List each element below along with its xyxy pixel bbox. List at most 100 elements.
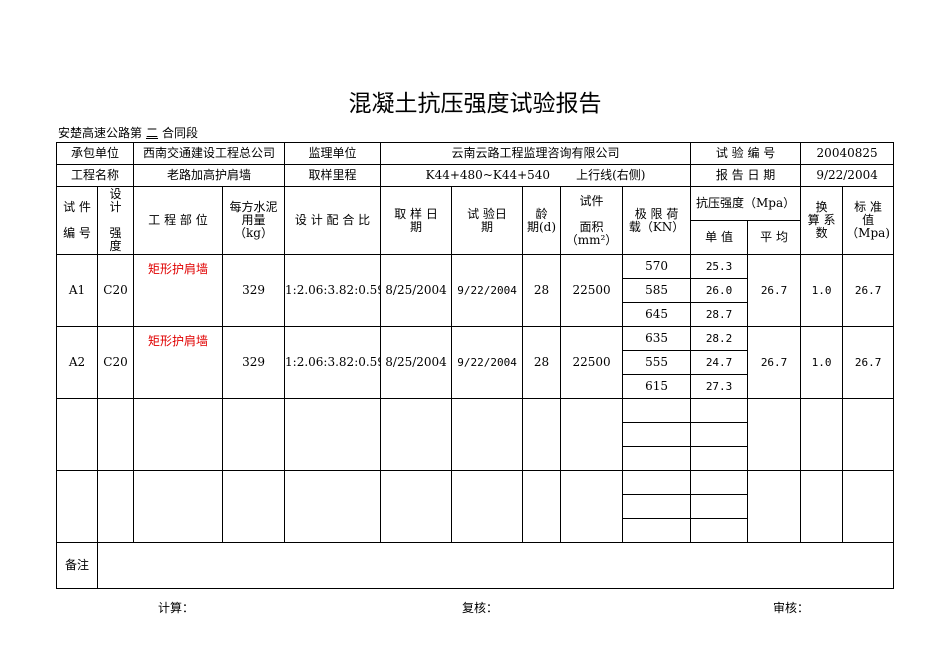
mileage: K44+480~K44+540 xyxy=(425,168,551,182)
single-strength: 28.2 xyxy=(690,326,749,351)
single-strength: 27.3 xyxy=(690,374,749,399)
design-grade: C20 xyxy=(96,326,135,399)
mix-ratio: 1:2.06:3.82:0.59 xyxy=(284,254,382,327)
ultimate-load xyxy=(622,518,692,543)
location xyxy=(133,398,224,471)
specimen-id: A1 xyxy=(56,254,98,327)
sample-date: 8/25/2004 xyxy=(380,326,453,399)
header-avg: 平 均 xyxy=(747,220,802,255)
mileage-cell: K44+480~K44+540 上行线(右侧) xyxy=(380,164,692,187)
header-load: 极 限 荷 载（KN） xyxy=(622,186,692,255)
header-area: 试件 面积 （mm²） xyxy=(560,186,624,255)
report-table: 承包单位 西南交通建设工程总公司 监理单位 云南云路工程监理咨询有限公司 试 验… xyxy=(55,142,895,589)
area: 22500 xyxy=(560,254,624,327)
supervisor: 云南云路工程监理咨询有限公司 xyxy=(380,142,692,165)
location xyxy=(133,470,224,543)
header-sample-date: 取 样 日 期 xyxy=(380,186,453,255)
remarks-label: 备注 xyxy=(56,542,98,589)
age: 28 xyxy=(522,254,562,327)
single-strength: 24.7 xyxy=(690,350,749,375)
mix-ratio: 1:2.06:3.82:0.59 xyxy=(284,326,382,399)
header-standard: 标 准 值 （Mpa) xyxy=(842,186,895,255)
specimen-id: A2 xyxy=(56,326,98,399)
table-row xyxy=(57,518,894,543)
standard-value xyxy=(842,470,895,543)
table-row: 585 26.0 xyxy=(57,278,894,303)
design-grade: C20 xyxy=(96,254,135,327)
specimen-id xyxy=(56,398,98,471)
header-design-strength: 设 计 强 度 xyxy=(96,186,135,255)
mix-ratio xyxy=(284,470,382,543)
ultimate-load xyxy=(622,422,692,447)
ultimate-load: 555 xyxy=(622,350,692,375)
age: 28 xyxy=(522,326,562,399)
avg-strength: 26.7 xyxy=(747,326,802,399)
table-row: A1 C20 矩形护肩墙 329 1:2.06:3.82:0.59 8/25/2004 9/… xyxy=(56,254,895,327)
single-strength xyxy=(690,446,749,471)
header-test-date: 试 验日 期 xyxy=(451,186,524,255)
table-row xyxy=(56,470,895,543)
footer-audit: 审核： xyxy=(773,601,810,615)
header-single: 单 值 xyxy=(690,220,749,255)
ultimate-load xyxy=(622,446,692,471)
ultimate-load: 570 xyxy=(622,254,692,279)
single-strength xyxy=(690,422,749,447)
test-date xyxy=(451,470,524,543)
single-strength: 25.3 xyxy=(690,254,749,279)
side: 上行线(右侧) xyxy=(576,168,646,182)
section-number: 二 xyxy=(146,126,159,140)
ultimate-load xyxy=(622,470,692,495)
avg-strength xyxy=(747,470,802,543)
single-strength: 26.0 xyxy=(690,278,749,303)
standard-value: 26.7 xyxy=(842,254,895,327)
header-location: 工 程 部 位 xyxy=(133,186,224,255)
factor xyxy=(800,398,844,471)
contractor: 西南交通建设工程总公司 xyxy=(133,142,286,165)
ultimate-load: 615 xyxy=(622,374,692,399)
table-row xyxy=(57,494,894,519)
cement: 329 xyxy=(222,326,286,399)
factor xyxy=(800,470,844,543)
table-row xyxy=(56,398,895,471)
sample-date xyxy=(380,470,453,543)
contractor-label: 承包单位 xyxy=(55,142,135,165)
test-date xyxy=(451,398,524,471)
area: 22500 xyxy=(560,326,624,399)
supervisor-label: 监理单位 xyxy=(284,142,382,165)
header-strength: 抗压强度（Mpa） xyxy=(690,186,802,221)
sample-date: 8/25/2004 xyxy=(380,254,453,327)
header-mix: 设 计 配 合 比 xyxy=(284,186,382,255)
standard-value: 26.7 xyxy=(842,326,895,399)
design-grade xyxy=(96,470,135,543)
design-grade xyxy=(96,398,135,471)
table-row: 615 27.3 xyxy=(57,374,894,399)
header-age: 龄 期(d) xyxy=(522,186,562,255)
header-factor: 换 算 系 数 xyxy=(800,186,844,255)
sample-date xyxy=(380,398,453,471)
factor: 1.0 xyxy=(800,254,844,327)
table-row: A2 C20 矩形护肩墙 329 1:2.06:3.82:0.59 8/25/2004 9/… xyxy=(56,326,895,399)
specimen-id xyxy=(56,470,98,543)
report-date: 9/22/2004 xyxy=(800,164,895,187)
single-strength: 28.7 xyxy=(690,302,749,327)
single-strength xyxy=(690,494,749,519)
section-suffix: 合同段 xyxy=(162,126,199,140)
project: 老路加高护肩墙 xyxy=(133,164,286,187)
age xyxy=(522,470,562,543)
ultimate-load xyxy=(622,494,692,519)
footer-calc: 计算： xyxy=(158,601,195,615)
report-date-label: 报 告 日 期 xyxy=(690,164,802,187)
avg-strength xyxy=(747,398,802,471)
mileage-label: 取样里程 xyxy=(284,164,382,187)
single-strength xyxy=(690,470,749,495)
ultimate-load: 645 xyxy=(622,302,692,327)
age xyxy=(522,398,562,471)
location: 矩形护肩墙 xyxy=(133,254,224,327)
table-row: 555 24.7 xyxy=(57,350,894,375)
area xyxy=(560,470,624,543)
test-no-label: 试 验 编 号 xyxy=(690,142,802,165)
location: 矩形护肩墙 xyxy=(133,326,224,399)
report-title: 混凝土抗压强度试验报告 xyxy=(348,91,602,117)
remarks xyxy=(96,542,895,589)
factor: 1.0 xyxy=(800,326,844,399)
